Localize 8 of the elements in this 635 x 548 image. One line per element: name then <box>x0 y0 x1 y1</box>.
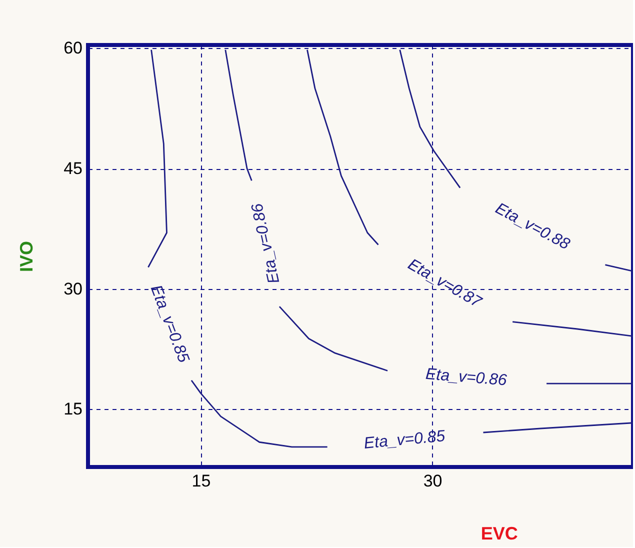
y-tick-label: 60 <box>64 38 82 58</box>
x-axis-title: EVC <box>480 524 518 544</box>
y-tick-label: 30 <box>64 279 82 298</box>
annotation: Eta_v=0.86 <box>424 366 508 390</box>
y-tick-label: 45 <box>64 159 82 178</box>
y-tick-label: 15 <box>64 400 82 419</box>
annotation: Eta_v=0.85 <box>363 428 446 452</box>
y-axis-title: IVO <box>16 240 36 272</box>
